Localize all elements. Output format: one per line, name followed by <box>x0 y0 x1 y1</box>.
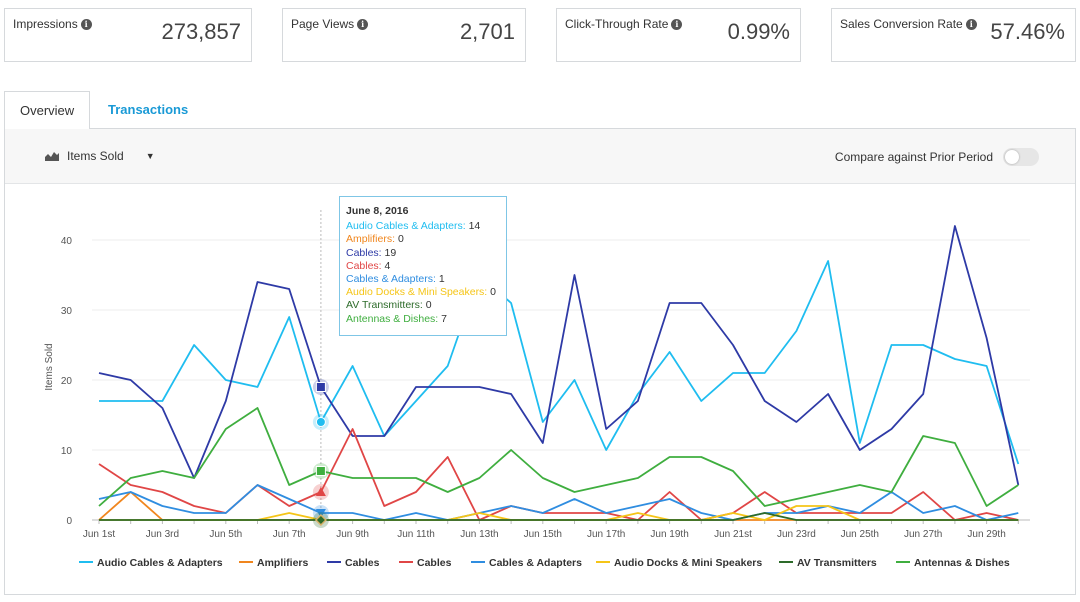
y-tick-label: 0 <box>66 516 72 527</box>
tooltip-row: Audio Cables & Adapters: 14 <box>346 220 500 233</box>
kpi-label: Page Views <box>291 17 355 31</box>
y-tick-label: 40 <box>61 236 73 247</box>
y-axis-label: Items Sold <box>44 343 55 390</box>
x-tick-label: Jun 15th <box>524 529 562 540</box>
tooltip-series-value: 1 <box>438 273 445 286</box>
tab-overview[interactable]: Overview <box>4 91 91 130</box>
chart-panel: Items Sold ▼ Compare against Prior Perio… <box>4 129 1076 595</box>
x-tick-label: Jun 13th <box>460 529 498 540</box>
legend-item: Antennas & Dishes <box>914 557 1010 569</box>
chevron-down-icon: ▼ <box>145 151 155 161</box>
x-tick-label: Jun 25th <box>841 529 879 540</box>
legend-item: Audio Cables & Adapters <box>97 557 223 569</box>
kpi-label: Click-Through Rate <box>565 17 669 31</box>
info-icon[interactable]: i <box>80 18 92 30</box>
tooltip-series-value: 0 <box>425 299 432 312</box>
tab-bar: Overview Transactions <box>4 91 1076 130</box>
y-tick-label: 10 <box>61 446 73 457</box>
data-point <box>315 382 326 392</box>
kpi-label: Sales Conversion Rate <box>840 17 963 31</box>
data-point <box>315 417 326 427</box>
tooltip-series-name: Audio Cables & Adapters: <box>346 220 469 233</box>
x-tick-label: Jun 21st <box>714 529 752 540</box>
legend-item: Cables <box>417 557 452 569</box>
tooltip-series-name: Cables: <box>346 246 385 259</box>
x-tick-label: Jun 1st <box>83 529 115 540</box>
kpi-sales-conversion-rate: Sales Conversion Rate i 57.46% <box>831 8 1076 62</box>
tooltip-date: June 8, 2016 <box>346 205 409 217</box>
tooltip-series-name: Cables: <box>346 259 385 272</box>
tab-transactions[interactable]: Transactions <box>108 102 189 117</box>
tooltip-series-name: Audio Docks & Mini Speakers: <box>346 286 491 299</box>
x-tick-label: Jun 29th <box>967 529 1005 540</box>
kpi-value: 273,857 <box>161 19 241 44</box>
legend-item: Amplifiers <box>257 557 309 569</box>
tooltip-series-name: Cables & Adapters: <box>346 273 439 286</box>
legend-item: Cables <box>345 557 380 569</box>
kpi-value: 0.99% <box>727 19 790 44</box>
info-icon[interactable]: i <box>357 18 369 30</box>
kpi-value: 2,701 <box>459 19 515 44</box>
tooltip-series-value: 7 <box>441 312 447 325</box>
series-line <box>98 484 1019 521</box>
kpi-value: 57.46% <box>990 19 1065 44</box>
tooltip-row: AV Transmitters: 0 <box>346 299 500 312</box>
x-tick-label: Jun 19th <box>650 529 688 540</box>
x-tick-label: Jun 9th <box>336 529 369 540</box>
kpi-click-through-rate: Click-Through Rate i 0.99% <box>556 8 801 62</box>
tooltip-series-name: AV Transmitters: <box>346 299 426 312</box>
series-line <box>98 225 1020 486</box>
tooltip-series-value: 14 <box>468 220 481 233</box>
tooltip-series-value: 0 <box>490 286 496 299</box>
toggle-knob <box>1005 150 1019 164</box>
data-point <box>315 466 326 476</box>
tooltip-row: Audio Docks & Mini Speakers: 0 <box>346 286 500 299</box>
data-point <box>315 509 326 518</box>
tooltip-series-name: Amplifiers: <box>346 233 398 246</box>
tooltip-series-name: Antennas & Dishes: <box>346 312 442 325</box>
legend-item: Audio Docks & Mini Speakers <box>614 557 762 569</box>
data-point <box>314 513 327 527</box>
tooltip-row: Antennas & Dishes: 7 <box>346 313 500 326</box>
compare-toggle[interactable] <box>1003 148 1039 166</box>
kpi-impressions: Impressions i 273,857 <box>4 8 252 62</box>
y-tick-label: 20 <box>61 376 73 387</box>
chart-tooltip: June 8, 2016 Audio Cables & Adapters: 14… <box>339 196 507 336</box>
x-tick-label: Jun 7th <box>273 529 306 540</box>
x-tick-label: Jun 17th <box>587 529 625 540</box>
legend-item: Cables & Adapters <box>489 557 582 569</box>
area-chart-icon <box>45 152 59 161</box>
x-tick-label: Jun 23rd <box>777 529 816 540</box>
data-point <box>315 487 326 496</box>
compare-control: Compare against Prior Period <box>835 148 1039 166</box>
info-icon[interactable]: i <box>965 18 977 30</box>
metric-label: Items Sold <box>67 149 124 163</box>
metric-dropdown[interactable]: Items Sold ▼ <box>45 149 155 163</box>
tooltip-series-value: 4 <box>384 259 391 272</box>
x-tick-label: Jun 3rd <box>146 529 179 540</box>
kpi-label: Impressions <box>13 17 78 31</box>
compare-label: Compare against Prior Period <box>834 150 993 164</box>
y-tick-label: 30 <box>61 306 73 317</box>
kpi-page-views: Page Views i 2,701 <box>282 8 526 62</box>
tooltip-row: Cables & Adapters: 1 <box>346 273 500 286</box>
tooltip-row: Amplifiers: 0 <box>346 233 500 246</box>
tooltip-series-value: 19 <box>384 246 397 259</box>
info-icon[interactable]: i <box>671 18 683 30</box>
x-tick-label: Jun 5th <box>209 529 242 540</box>
legend-item: AV Transmitters <box>797 557 877 569</box>
tooltip-row: Cables: 19 <box>346 247 500 260</box>
x-tick-label: Jun 27th <box>904 529 942 540</box>
series-line <box>99 512 1019 521</box>
series-line <box>98 407 1019 507</box>
tooltip-row: Cables: 4 <box>346 260 500 273</box>
tooltip-series-value: 0 <box>397 233 404 246</box>
series-line <box>99 260 1020 465</box>
x-tick-label: Jun 11th <box>397 529 435 540</box>
chart-toolbar: Items Sold ▼ Compare against Prior Perio… <box>5 129 1075 184</box>
